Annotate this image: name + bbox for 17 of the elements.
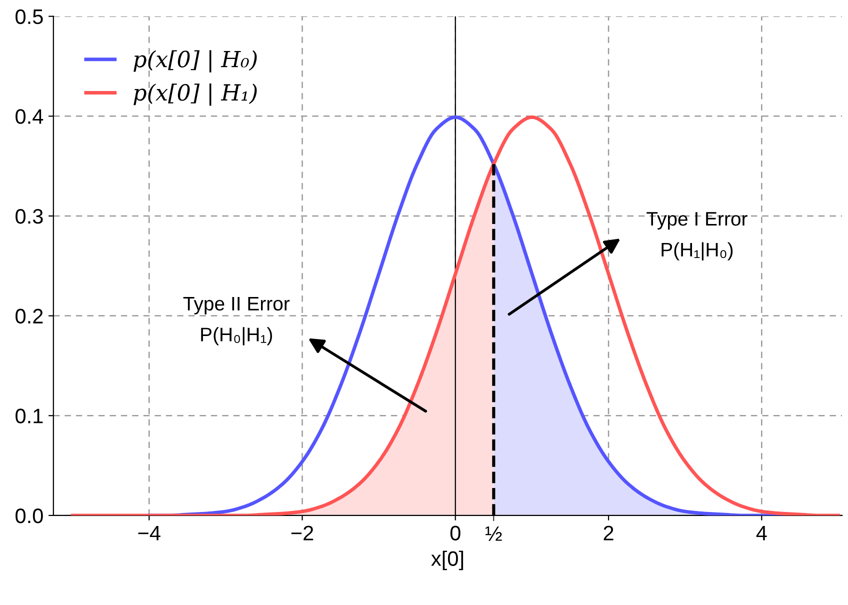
y-tick-label: 0.3 (16, 208, 43, 224)
y-tick-label: 0.2 (16, 308, 43, 324)
x-tick-label: −2 (291, 526, 314, 540)
annotation: Type II Error P(H₀|H₁) (183, 297, 290, 346)
annotation: Type I Error P(H₁|H₀) (646, 212, 748, 260)
x-tick-label: 0 (450, 526, 460, 540)
legend-label: p(x[0] | H₀) (134, 50, 257, 72)
y-tick-label: 0.4 (16, 109, 44, 124)
y-tick-label: 0.1 (16, 408, 43, 424)
x-tick-label: −4 (138, 526, 160, 540)
y-tick-label: 0.5 (16, 9, 43, 24)
legend-label: p(x[0] | H₁) (134, 84, 257, 106)
x-axis-title: x[0] (431, 550, 464, 570)
x-tick-label: ½ (486, 526, 502, 541)
x-tick-label: 2 (604, 526, 614, 540)
x-tick-label: 4 (756, 526, 767, 540)
y-tick-label: 0.0 (16, 508, 43, 524)
